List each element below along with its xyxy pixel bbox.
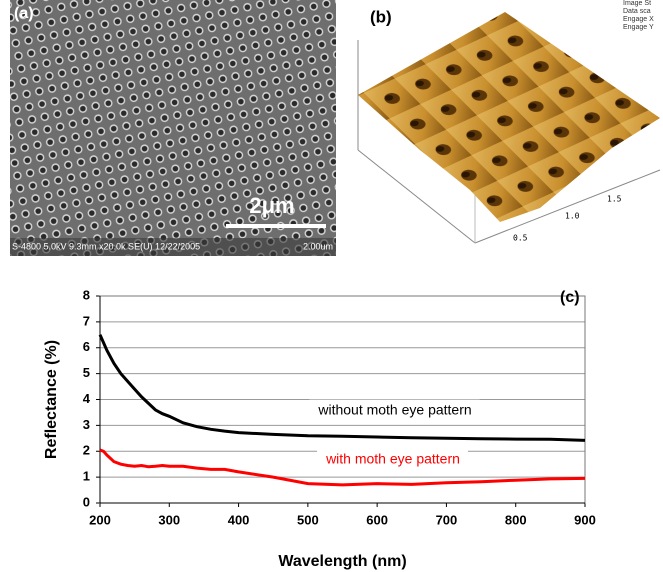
- panel-label: (a): [14, 5, 34, 22]
- chart: 0 1 2 3 4 5 6 7 8 200 300 400 500 600 700 800 900 without…: [43, 287, 596, 570]
- afm-header-line: Engage X: [623, 16, 654, 23]
- page: {"panel_a": {"label": "(a)", "scale_bar"…: [0, 0, 663, 572]
- afm-header-line: Engage Y: [623, 24, 654, 31]
- y-tick-label: 3: [83, 417, 90, 432]
- afm-tick: 1.0: [565, 212, 580, 221]
- afm-header-line: Data sca: [623, 8, 651, 15]
- x-axis-title: Wavelength (nm): [278, 553, 406, 570]
- x-tick-label: 600: [366, 512, 388, 527]
- series-line: [100, 335, 585, 441]
- x-tick-label: 300: [158, 512, 180, 527]
- x-tick-label: 500: [297, 512, 319, 527]
- afm-surface: [358, 12, 660, 222]
- y-tick-label: 1: [83, 469, 90, 484]
- x-tick-label: 800: [505, 512, 527, 527]
- sem-info: S-4800 5.0kV 9.3mm x20.0k SE(U) 12/22/20…: [12, 241, 200, 251]
- afm-tick: 0.5: [513, 234, 528, 243]
- field-size: 2.00um: [303, 241, 333, 251]
- y-tick-label: 4: [83, 391, 91, 406]
- y-tick-label: 0: [83, 494, 90, 509]
- y-tick-label: 7: [83, 313, 90, 328]
- sem-image: 2μm (a) S-4800 5.0kV 9.3mm x20.0k SE(U) …: [10, 0, 336, 256]
- y-tick-label: 2: [83, 443, 90, 458]
- legend-label: without moth eye pattern: [317, 402, 471, 418]
- figure: 2μm (a) S-4800 5.0kV 9.3mm x20.0k SE(U) …: [0, 0, 663, 572]
- panel-label: (c): [560, 289, 580, 306]
- y-axis-title: Reflectance (%): [43, 340, 60, 459]
- legend-label: with moth eye pattern: [325, 451, 460, 467]
- x-tick-label: 400: [228, 512, 250, 527]
- afm-header-line: Image St: [623, 0, 651, 7]
- y-tick-label: 6: [83, 339, 90, 354]
- x-tick-label: 900: [574, 512, 596, 527]
- panel-label: (b): [370, 7, 392, 26]
- x-tick-label: 700: [436, 512, 458, 527]
- afm-tick: 1.5: [607, 195, 622, 204]
- y-tick-label: 8: [83, 287, 90, 302]
- scale-label: 2μm: [249, 193, 294, 218]
- y-tick-label: 5: [83, 365, 90, 380]
- x-tick-label: 200: [89, 512, 111, 527]
